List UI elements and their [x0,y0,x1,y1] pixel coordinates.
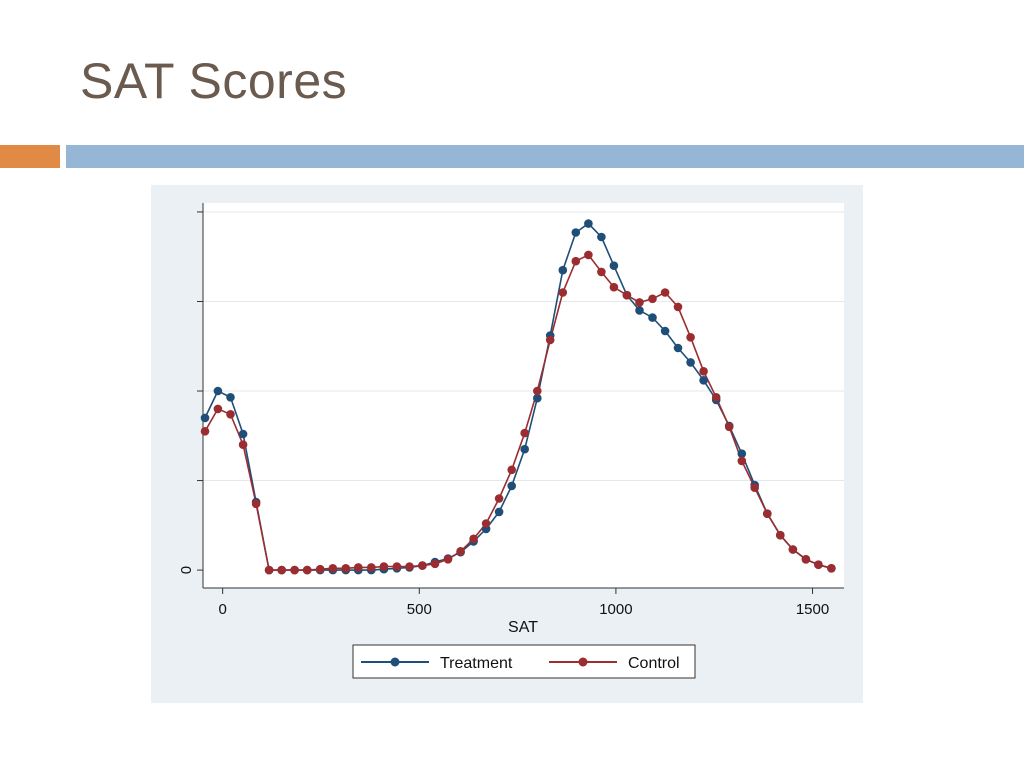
x-tick-label: 1500 [796,601,829,618]
data-point-treatment [200,413,210,423]
chart-panel: 0 0 500 1000 1500 SAT Treatment Control [151,185,863,703]
data-point-treatment [635,306,644,315]
data-point-control [392,562,402,571]
data-point-treatment [226,393,235,402]
data-point-control [609,282,619,292]
series-points [200,219,836,575]
data-point-control [290,565,299,575]
data-point-treatment [597,232,606,242]
data-point-control [622,290,632,300]
data-point-control [571,256,581,266]
data-point-control [737,456,747,466]
legend-treatment-label: Treatment [440,655,513,672]
data-point-control [315,564,325,574]
data-point-control [328,564,338,573]
data-point-control [673,302,683,312]
data-point-treatment [686,358,695,367]
data-point-control [226,410,235,419]
x-axis-title: SAT [508,619,538,636]
data-point-control [814,560,823,569]
legend-control-label: Control [628,655,680,672]
data-point-control [520,428,529,438]
data-point-control [776,530,785,540]
data-point-control [545,335,555,345]
data-point-control [379,562,389,571]
data-point-control [494,494,504,503]
legend: Treatment Control [352,644,696,679]
data-point-control [264,565,274,575]
data-point-control [635,298,644,307]
data-point-control [456,547,465,556]
data-point-control [686,333,695,342]
legend-treatment-marker [390,657,400,667]
legend-box [352,644,696,679]
data-point-treatment [609,261,619,270]
data-point-treatment [660,326,670,336]
data-point-treatment [494,507,504,517]
data-point-treatment [213,386,223,396]
data-point-control [341,564,351,573]
accent-bar-blue [66,145,1024,168]
data-point-control [469,534,478,544]
accent-bar-orange [0,145,60,168]
data-point-control [711,393,721,402]
data-point-treatment [558,265,568,275]
legend-control-marker [578,657,588,667]
data-point-control [354,563,363,572]
data-point-control [801,555,811,564]
data-point-control [724,422,734,432]
data-point-control [597,267,606,277]
data-point-treatment [571,228,581,237]
data-point-treatment [520,444,529,454]
y-ticks: 0 [178,211,203,574]
sat-distribution-chart: 0 0 500 1000 1500 SAT Treatment Control [151,185,863,703]
data-point-control [763,509,772,518]
data-point-control [481,519,491,528]
data-point-control [405,562,414,571]
plot-area [203,203,844,588]
data-point-control [788,545,798,554]
data-point-control [648,294,657,304]
data-point-control [302,565,312,575]
data-point-treatment [737,449,747,459]
x-ticks: 0 500 1000 1500 [218,588,829,618]
data-point-control [507,465,516,475]
x-tick-label: 500 [407,601,432,618]
data-point-control [443,555,453,564]
data-point-control [213,404,223,414]
data-point-control [367,563,376,572]
data-point-control [827,564,836,573]
data-point-treatment [533,393,542,403]
data-point-control [251,499,261,509]
data-point-treatment [673,343,683,353]
data-point-treatment [648,313,657,322]
data-point-control [418,561,427,570]
y-tick-label: 0 [178,566,195,574]
data-point-treatment [699,376,708,385]
data-point-treatment [507,481,516,491]
data-point-control [660,288,670,297]
data-point-control [558,288,568,297]
data-point-control [699,367,708,376]
data-point-control [750,483,759,493]
data-point-control [238,440,248,449]
data-point-control [533,386,542,396]
data-point-control [277,565,286,575]
x-tick-label: 0 [218,601,226,618]
data-point-control [584,250,593,260]
data-point-treatment [238,429,248,439]
slide-title: SAT Scores [80,53,348,109]
data-point-control [200,427,210,436]
grid-lines [203,211,844,482]
x-tick-label: 1000 [599,601,632,618]
data-point-treatment [584,219,593,228]
data-point-control [430,559,440,569]
